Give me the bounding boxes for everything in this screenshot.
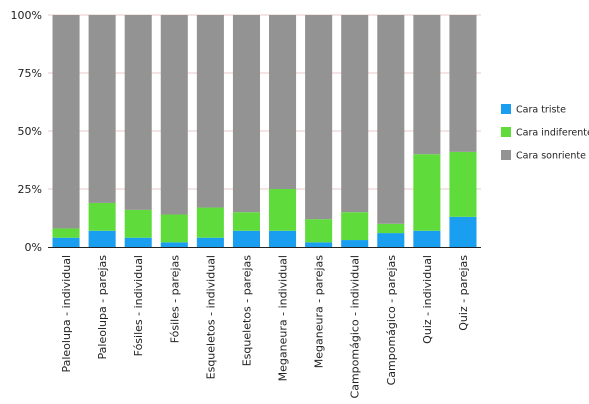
x-tick-label: Esqueletos - individual [204,255,217,379]
bar-segment [449,216,477,247]
bar-segment [413,15,441,155]
bar-segment [269,15,297,189]
gridlines [48,14,481,190]
x-tick-label: Fósiles - individual [132,255,145,356]
y-tick-label: 100% [11,9,42,22]
x-tick-label: Paleolupa - individual [60,255,73,373]
bar-segment [305,242,333,247]
bar-segment [232,212,260,231]
x-tick-label: Campomágico - parejas [385,255,398,386]
x-tick-label: Paleolupa - parejas [96,255,109,360]
x-tick-label: Quiz - parejas [457,255,470,331]
legend-swatch [501,104,511,114]
bar-segment [305,219,333,243]
y-tick-label: 25% [18,183,42,196]
legend-swatch [501,150,511,160]
bar-segment [232,15,260,213]
bar-segment [196,237,224,247]
bar-segment [305,15,333,220]
x-tick-label: Esqueletos - parejas [240,255,253,367]
x-tick-label: Meganeura - individual [277,255,290,381]
bar-segment [52,15,80,229]
legend: Cara triste Cara indiferente Cara sonrient… [501,104,589,162]
bar-segment [88,202,116,231]
bar-segment [124,15,152,210]
bar-segment [124,209,152,238]
legend-label: Cara sonriente [516,151,586,162]
bar-segment [88,15,116,203]
bar-segment [160,214,188,243]
bar-segment [196,15,224,208]
x-tick-label: Fósiles - parejas [168,255,181,344]
legend-label: Cara indiferente [516,128,589,139]
x-tick-label: Campomágico - individual [349,255,362,398]
bar-segment [269,230,297,247]
bar-segment [160,242,188,247]
bar-segment [341,15,369,213]
bar-segment [52,237,80,247]
bar-segment [52,228,80,238]
legend-swatch [501,127,511,137]
bar-segment [413,230,441,247]
y-tick-label: 0% [25,241,42,254]
x-tick-label: Quiz - individual [421,255,434,344]
bars [52,15,477,247]
x-tick-label: Meganeura - parejas [313,255,326,368]
bar-segment [341,240,369,247]
bar-segment [449,151,477,217]
bar-segment [449,15,477,152]
bar-segment [377,223,405,234]
bar-segment [413,154,441,231]
bar-segment [88,230,116,247]
bar-segment [124,237,152,247]
legend-label: Cara triste [516,105,566,116]
bar-segment [196,207,224,238]
bar-segment [377,233,405,247]
bar-segment [377,15,405,224]
bar-segment [341,212,369,241]
bar-segment [160,15,188,215]
y-tick-label: 50% [18,125,42,138]
category-labels: Paleolupa - individual Paleolupa - pareja… [60,255,470,399]
y-tick-label: 75% [18,67,42,80]
bar-segment [232,230,260,247]
y-axis-ticks: 0% 25% 50% 75% 100% [11,9,42,254]
bar-segment [269,189,297,231]
